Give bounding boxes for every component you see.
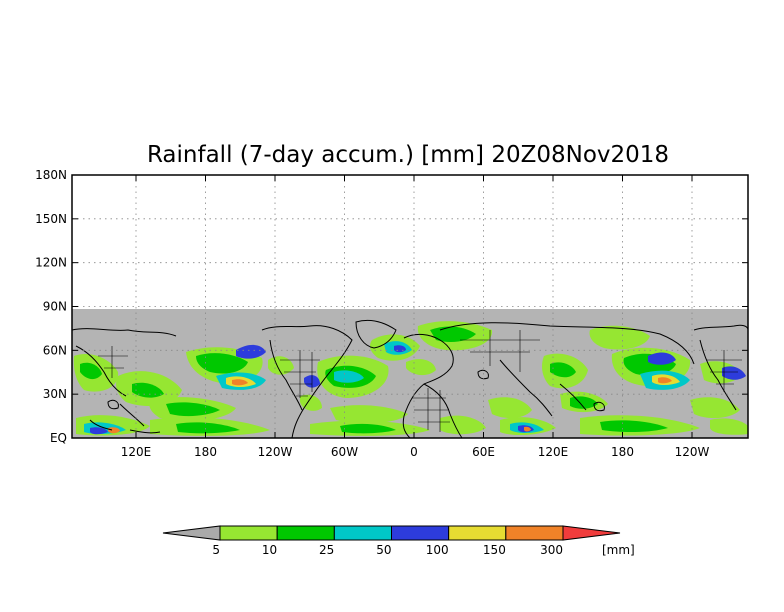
y-tick-label: 30N: [43, 387, 67, 401]
country-borders: [98, 330, 742, 432]
figure-title: Rainfall (7-day accum.) [mm] 20Z08Nov201…: [147, 142, 669, 168]
x-tick-label: 120E: [121, 445, 152, 459]
colorbar-bin: [219, 525, 278, 541]
colorbar-label: 50: [376, 543, 391, 557]
colorbar-over-triangle: [562, 525, 621, 541]
colorbar-label: 10: [262, 543, 277, 557]
colorbar-bin: [276, 525, 335, 541]
map-panel: 180N 150N 120N 90N 60N 30N EQ 120E 180 120W 60W 0 60…: [35, 168, 749, 459]
x-tick-label: 180: [194, 445, 217, 459]
y-tick-label: 120N: [35, 256, 67, 270]
colorbar-label: 5: [212, 543, 220, 557]
x-tick-label: 120W: [258, 445, 293, 459]
colorbar-bin: [448, 525, 507, 541]
x-tick-label: 60W: [331, 445, 358, 459]
y-tick-label: 90N: [43, 300, 67, 314]
y-tick-label: EQ: [50, 431, 67, 445]
x-tick-label: 180: [611, 445, 634, 459]
colorbar-label: 150: [483, 543, 506, 557]
colorbar-label: 25: [319, 543, 334, 557]
colorbar: 5 10 25 50 100 150 300 [mm]: [162, 525, 635, 557]
y-tick-label: 180N: [35, 168, 67, 182]
x-tick-label: 120W: [675, 445, 710, 459]
coastlines: [71, 319, 749, 439]
axis-ticks: 180N 150N 120N 90N 60N 30N EQ 120E 180 120W 60W 0 60…: [35, 168, 748, 459]
colorbar-bin: [333, 525, 393, 541]
colorbar-bin: [391, 525, 450, 541]
colorbar-unit: [mm]: [602, 543, 635, 557]
y-tick-label: 60N: [43, 343, 67, 357]
x-tick-label: 60E: [472, 445, 495, 459]
colorbar-label: 300: [540, 543, 563, 557]
colorbar-label: 100: [426, 543, 449, 557]
x-tick-label: 120E: [538, 445, 569, 459]
colorbar-under-triangle: [162, 525, 221, 541]
x-tick-label: 0: [410, 445, 418, 459]
y-tick-label: 150N: [35, 212, 67, 226]
colorbar-bin: [505, 525, 564, 541]
